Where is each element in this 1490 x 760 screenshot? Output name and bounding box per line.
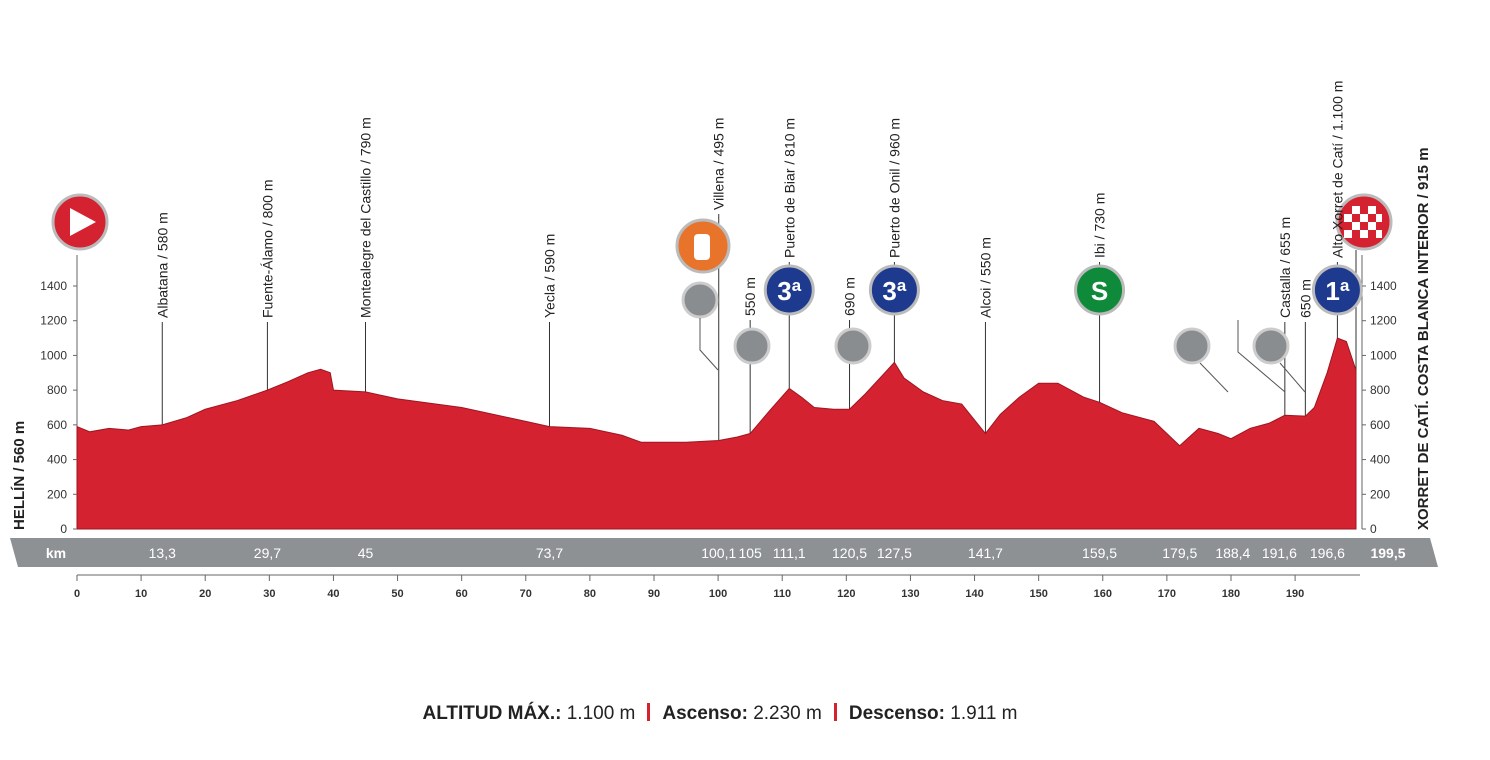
km-label: 45	[358, 545, 374, 561]
x-tick-label: 180	[1222, 588, 1240, 600]
waypoint-label: Yecla / 590 m	[541, 234, 557, 318]
x-tick-label: 60	[456, 588, 468, 600]
y-tick-label: 1200	[40, 314, 67, 328]
waypoint-label: Castalla / 655 m	[1277, 217, 1293, 318]
waypoint-label: Villena / 495 m	[711, 118, 727, 210]
stat-label: ALTITUD MÁX.:	[422, 703, 562, 724]
y-tick-label: 1000	[40, 348, 67, 362]
km-strip	[10, 538, 1438, 567]
elevation-area	[76, 337, 1357, 530]
x-tick-label: 40	[327, 588, 339, 600]
x-tick-label: 110	[773, 588, 791, 600]
x-tick-label: 20	[199, 588, 211, 600]
badge-text: 3ª	[882, 276, 906, 306]
finish-title: XORRET DE CATÍ. COSTA BLANCA INTERIOR / …	[1415, 147, 1432, 530]
km-label: 141,7	[968, 545, 1003, 561]
y-tick-label: 1400	[1370, 279, 1397, 293]
y-tick-label: 400	[1370, 453, 1390, 467]
waypoint-label: 690 m	[842, 277, 858, 316]
km-label: 196,6	[1310, 545, 1345, 561]
finish-icon	[1335, 193, 1393, 251]
km-label: 100,1	[701, 545, 736, 561]
x-tick-label: 150	[1029, 588, 1047, 600]
badge	[763, 264, 815, 316]
x-tick-label: 30	[263, 588, 275, 600]
x-tick-label: 190	[1286, 588, 1304, 600]
stat-value: 1.911 m	[950, 703, 1018, 724]
km-label: 111,1	[773, 545, 806, 561]
waypoint-label: Ibi / 730 m	[1092, 193, 1108, 258]
feed-icon	[675, 218, 731, 274]
km-label: 188,4	[1215, 545, 1250, 561]
profile	[76, 337, 1357, 530]
x-tick-label: 160	[1094, 588, 1112, 600]
km-unit: km	[46, 545, 66, 561]
km-label: 191,6	[1262, 545, 1297, 561]
x-tick-label: 0	[74, 588, 80, 600]
start-icon	[51, 193, 109, 251]
badge-text: 3ª	[777, 276, 801, 306]
x-tick-label: 130	[901, 588, 919, 600]
badge-text: 1ª	[1325, 276, 1349, 306]
waypoint-label: Montealegre del Castillo / 790 m	[357, 117, 373, 318]
x-tick-label: 120	[837, 588, 855, 600]
waypoint-label: Fuente-Álamo / 800 m	[259, 179, 275, 318]
x-tick-label: 50	[391, 588, 403, 600]
service-icons	[681, 281, 1290, 365]
badge	[868, 264, 920, 316]
waypoint-label: Puerto de Biar / 810 m	[781, 118, 797, 258]
waypoint-label: Albatana / 580 m	[154, 212, 170, 318]
separator	[647, 703, 651, 721]
stat-label: Ascenso:	[662, 703, 748, 724]
km-label: 127,5	[877, 545, 912, 561]
stat-value: 1.100 m	[566, 703, 636, 724]
start-title: HELLÍN / 560 m	[11, 421, 28, 530]
y-tick-label: 200	[1370, 487, 1390, 501]
x-tick-label: 140	[965, 588, 983, 600]
waypoint-label: Alcoi / 550 m	[977, 237, 993, 318]
x-tick-label: 80	[584, 588, 596, 600]
waypoint-label: 550 m	[742, 277, 758, 316]
km-label: 73,7	[536, 545, 563, 561]
x-tick-label: 90	[648, 588, 660, 600]
y-tick-label: 0	[60, 522, 67, 536]
stage-profile: km HELLÍN / 560 m XORRET DE CATÍ. COSTA …	[10, 81, 1438, 600]
km-label: 179,5	[1162, 545, 1197, 561]
stat-label: Descenso:	[848, 703, 945, 724]
y-tick-label: 800	[1370, 383, 1390, 397]
badges: 3ª 3ª S 1ª	[763, 264, 1363, 316]
separator	[833, 703, 837, 721]
km-label: 13,3	[149, 545, 176, 561]
y-tick-label: 600	[1370, 418, 1390, 432]
y-tick-label: 1000	[1370, 348, 1397, 362]
badge	[1311, 264, 1363, 316]
stats: ALTITUD MÁX.: 1.100 m Ascenso: 2.230 m Des…	[0, 703, 1440, 725]
x-tick-label: 170	[1158, 588, 1176, 600]
waypoint-label: 650 m	[1297, 279, 1313, 318]
x-tick-label: 100	[709, 588, 727, 600]
badge-text: S	[1091, 276, 1108, 306]
y-tick-label: 400	[47, 453, 67, 467]
y-tick-label: 600	[47, 418, 67, 432]
y-tick-label: 800	[47, 383, 67, 397]
y-tick-label: 200	[47, 487, 67, 501]
x-tick-label: 10	[135, 588, 147, 600]
y-tick-label: 1400	[40, 279, 67, 293]
stat-value: 2.230 m	[753, 703, 822, 724]
waypoint-label: Alto Xorret de Catí / 1.100 m	[1329, 81, 1345, 258]
km-label: 105	[738, 545, 762, 561]
y-tick-label: 0	[1370, 522, 1377, 536]
badge	[1074, 264, 1126, 316]
y-tick-label: 1200	[1370, 314, 1397, 328]
km-label: 120,5	[832, 545, 867, 561]
x-tick-label: 70	[520, 588, 532, 600]
finish-km-label: 199,5	[1370, 545, 1405, 561]
km-label: 159,5	[1082, 545, 1117, 561]
waypoint-label: Puerto de Onil / 960 m	[886, 118, 902, 258]
km-label: 29,7	[254, 545, 281, 561]
icon-leaders	[699, 318, 1306, 393]
